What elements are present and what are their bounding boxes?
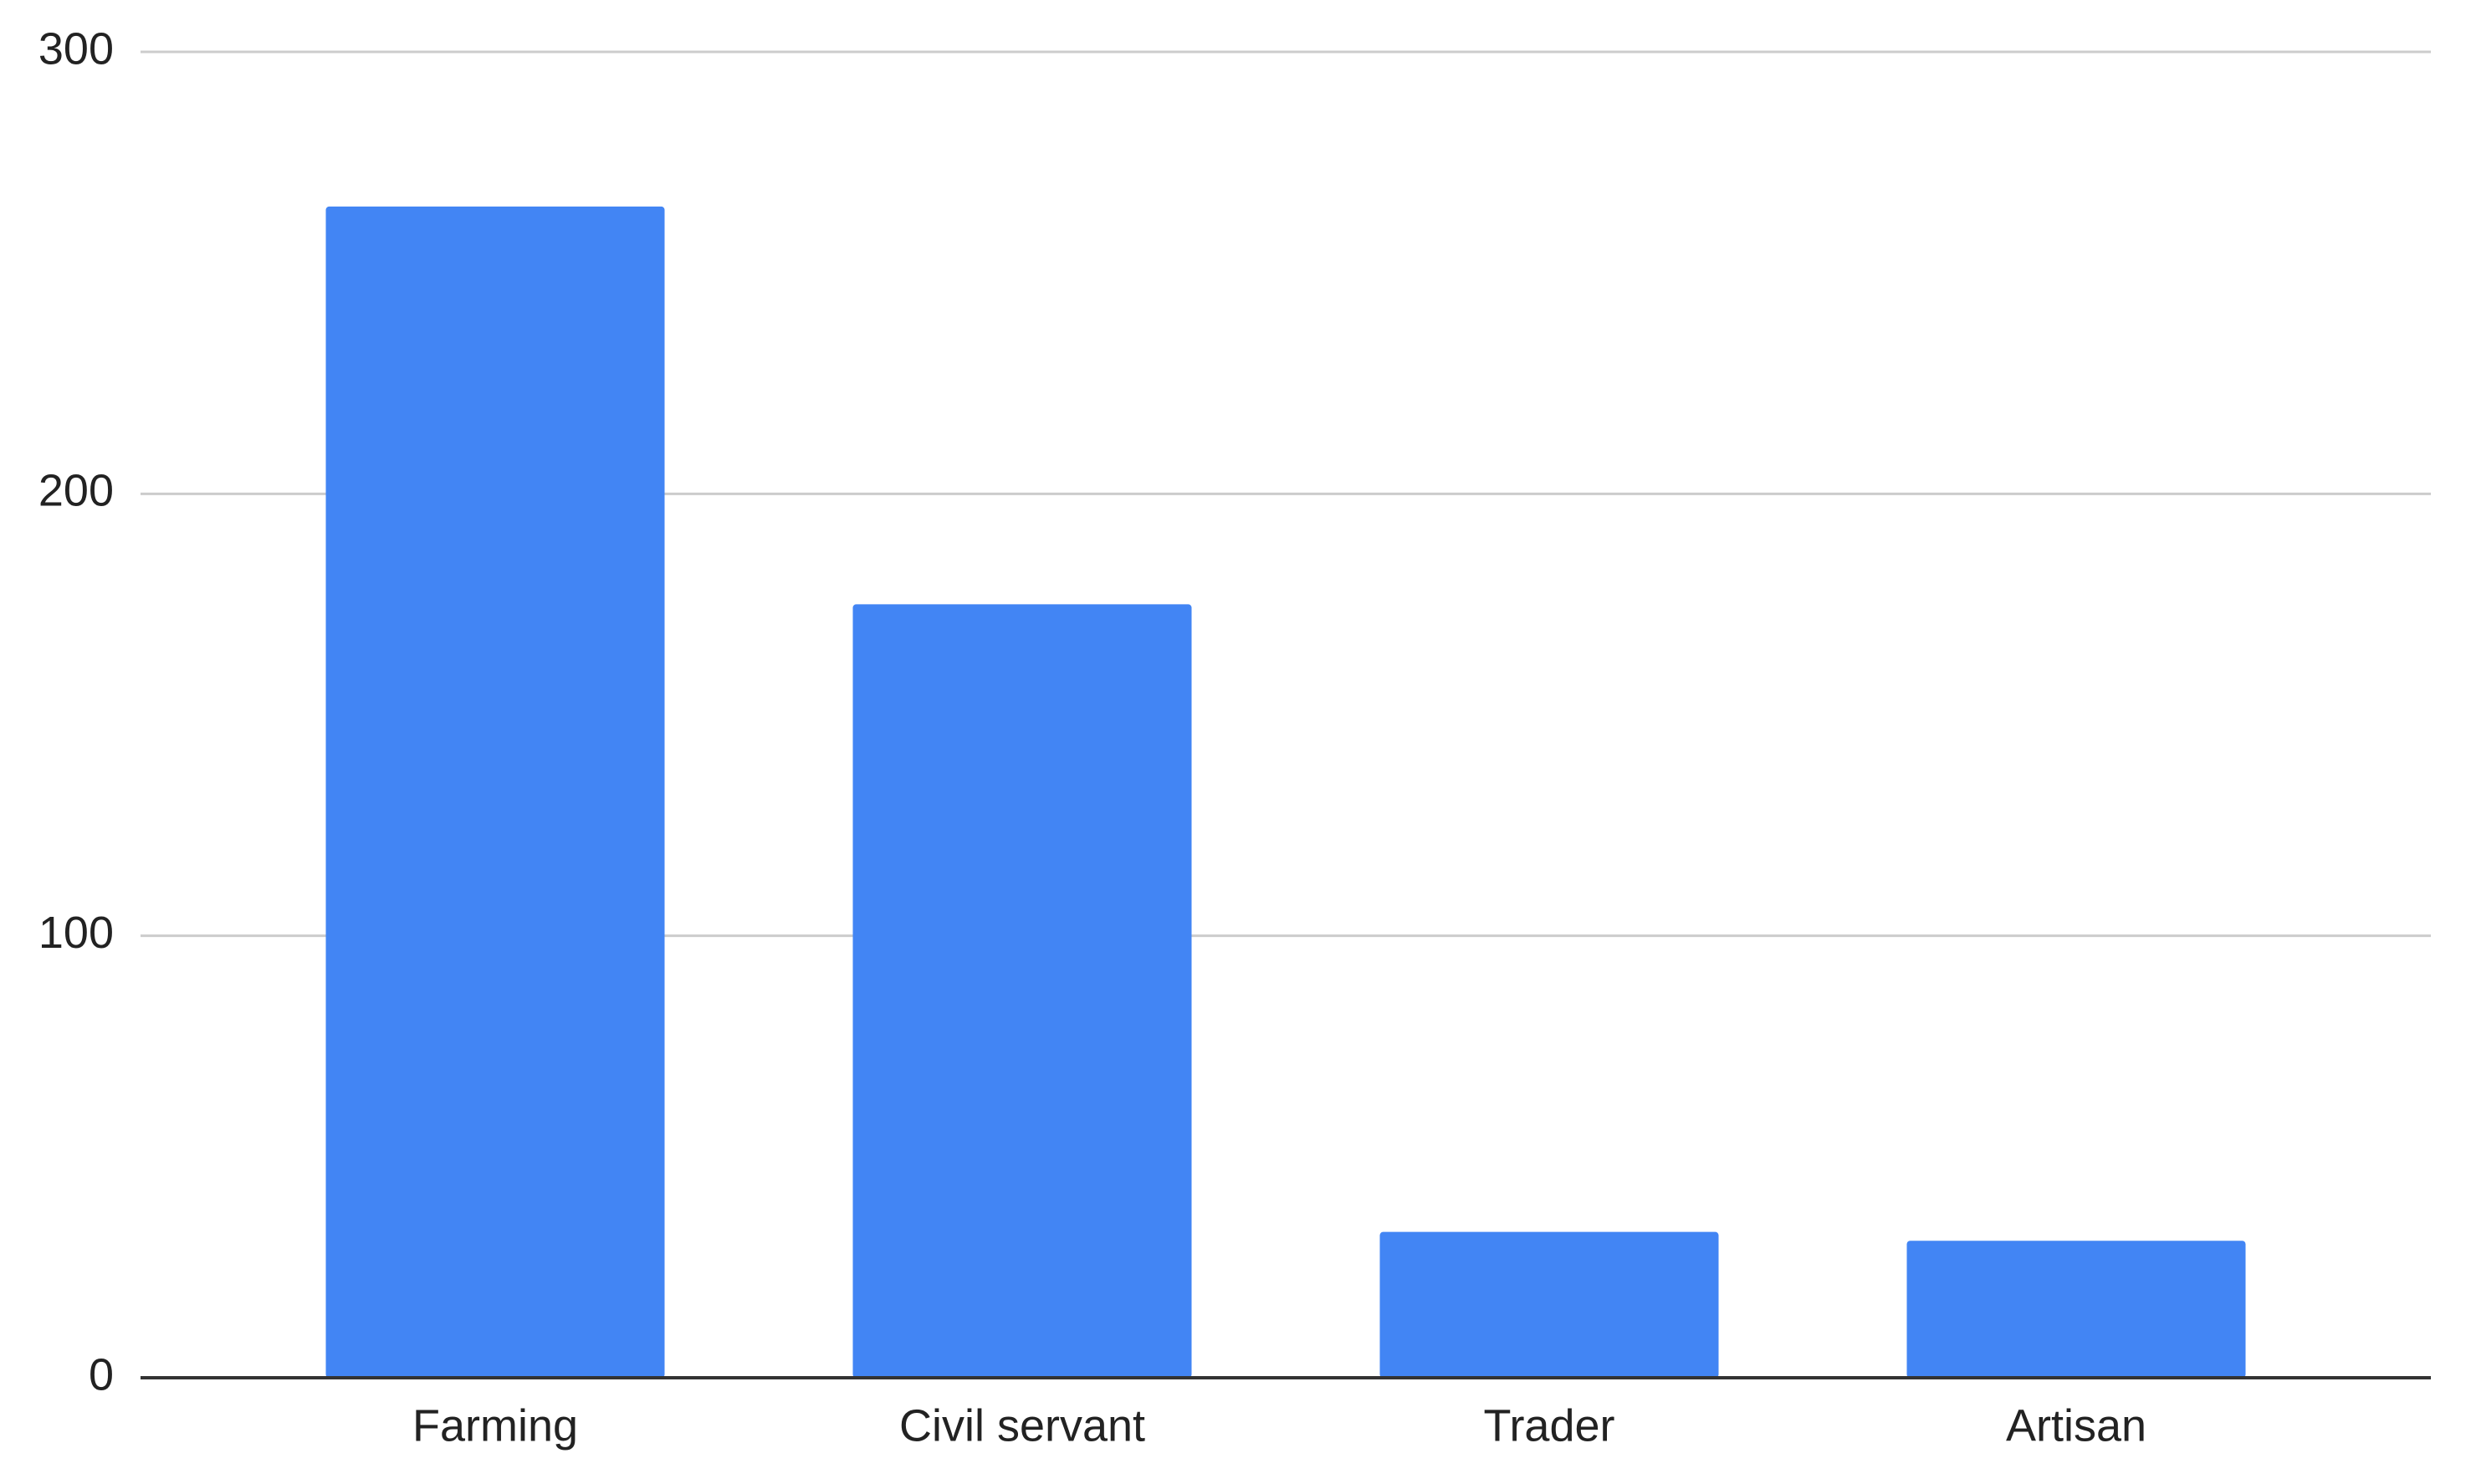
bar xyxy=(852,604,1192,1378)
y-tick-label: 200 xyxy=(38,466,114,516)
y-tick-label: 300 xyxy=(38,23,114,74)
x-tick-label: Artisan xyxy=(2006,1400,2146,1451)
x-tick-label: Civil servant xyxy=(899,1400,1145,1451)
y-tick-label: 100 xyxy=(38,908,114,958)
x-tick-label: Trader xyxy=(1483,1400,1614,1451)
x-tick-label: Farming xyxy=(412,1400,578,1451)
bar xyxy=(1906,1241,2246,1378)
bar xyxy=(325,206,665,1379)
bar xyxy=(1379,1231,1719,1378)
y-tick-label: 0 xyxy=(89,1349,114,1400)
